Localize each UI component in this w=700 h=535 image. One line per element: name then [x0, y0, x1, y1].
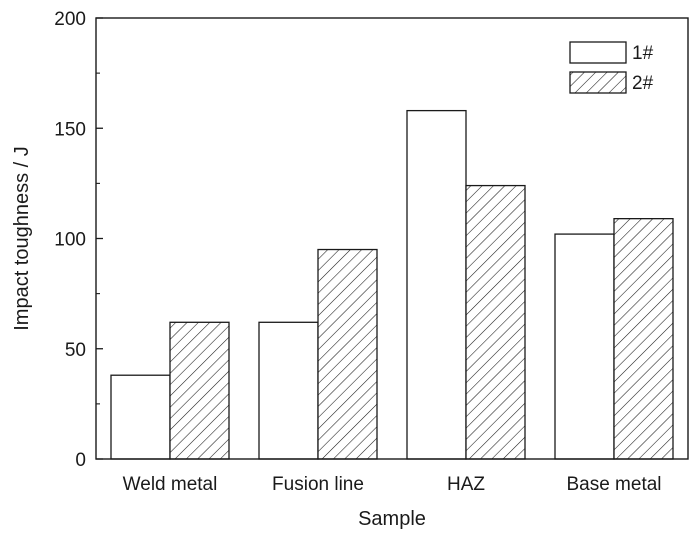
y-tick-label-100: 100 — [54, 230, 86, 251]
bar-1-haz — [406, 109, 467, 460]
x-axis-title: Sample — [358, 508, 426, 530]
bar-2-fusion-line — [317, 248, 378, 460]
bar-1-fusion-line — [258, 321, 319, 460]
bar-2-base-metal — [613, 218, 674, 460]
legend: 1# 2# — [569, 41, 654, 94]
legend-label-series-2: 2# — [632, 73, 654, 94]
y-tick-label-200: 200 — [54, 9, 86, 30]
legend-swatch-series-2 — [569, 71, 627, 94]
bar-1-weld-metal — [110, 374, 171, 460]
x-tick-label-base-metal: Base metal — [566, 474, 661, 495]
y-tick-label-50: 50 — [65, 340, 86, 361]
bar-1-base-metal — [554, 233, 615, 460]
legend-swatch-series-1 — [569, 41, 627, 64]
bar-2-weld-metal — [169, 321, 230, 460]
x-tick-label-weld-metal: Weld metal — [123, 474, 218, 495]
bars-layer — [110, 109, 674, 460]
y-tick-label-0: 0 — [75, 450, 86, 471]
y-tick-label-150: 150 — [54, 119, 86, 140]
ticks-layer: 0 50 100 150 200 Weld metal Fusion line HAZ Base… — [54, 9, 661, 495]
x-tick-label-fusion-line: Fusion line — [272, 474, 364, 495]
legend-label-series-1: 1# — [632, 43, 654, 64]
bar-2-haz — [465, 184, 526, 460]
x-tick-label-haz: HAZ — [447, 474, 485, 495]
y-axis-title: Impact toughness / J — [11, 146, 33, 331]
